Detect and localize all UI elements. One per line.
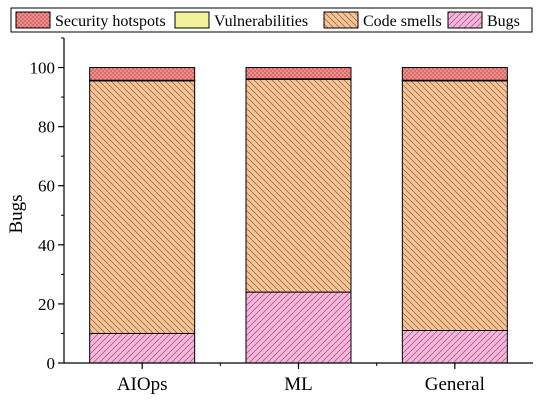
- legend: Security hotspots Vulnerabilities Code sme…: [10, 7, 533, 33]
- legend-label-security-hotspots: Security hotspots: [55, 13, 166, 30]
- y-tick-label-60: 60: [38, 177, 55, 196]
- bar-aiops-bugs: [89, 332, 196, 364]
- y-tick-label-80: 80: [38, 118, 55, 137]
- bar-ml-security-hotspots: [245, 67, 352, 80]
- legend-swatch-security-hotspots: [15, 11, 51, 29]
- bars-group: [89, 67, 508, 364]
- bar-ml-bugs: [245, 291, 352, 364]
- y-tick-label-100: 100: [30, 59, 56, 78]
- y-tick-label-20: 20: [38, 295, 55, 314]
- axes-group: 0 20 40 60 80 100 AIOps ML General: [30, 37, 533, 395]
- legend-swatch-code-smells: [323, 11, 359, 29]
- y-tick-label-40: 40: [38, 236, 55, 255]
- x-tick-label-general: General: [425, 374, 485, 395]
- x-tick-label-aiops: AIOps: [117, 374, 168, 395]
- y-tick-label-0: 0: [47, 354, 56, 373]
- bar-general-bugs: [401, 330, 508, 364]
- legend-box: [10, 7, 533, 33]
- legend-label-code-smells: Code smells: [363, 13, 442, 30]
- legend-label-bugs: Bugs: [487, 13, 520, 30]
- bar-general-security-hotspots: [401, 67, 508, 81]
- bar-aiops-code-smells: [89, 80, 196, 334]
- bar-general-code-smells: [401, 80, 508, 331]
- legend-swatch-bugs: [447, 11, 483, 29]
- legend-label-vulnerabilities: Vulnerabilities: [214, 13, 308, 30]
- bar-aiops-security-hotspots: [89, 67, 196, 81]
- x-tick-label-ml: ML: [284, 374, 313, 395]
- y-axis-title: Bugs: [6, 194, 27, 233]
- bar-ml-code-smells: [245, 78, 352, 293]
- legend-swatch-vulnerabilities: [174, 11, 210, 29]
